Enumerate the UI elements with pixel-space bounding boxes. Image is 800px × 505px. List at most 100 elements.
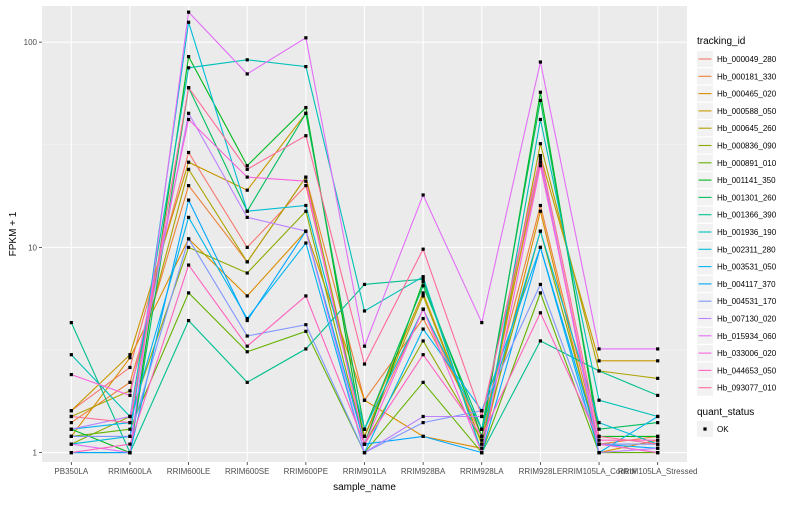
data-point [245,209,249,213]
legend-label: Hb_000181_330 [717,72,777,81]
legend-label: Hb_004531_170 [717,297,777,306]
data-point [421,316,425,321]
data-point [421,294,425,298]
data-point [597,427,601,431]
data-point [421,421,425,425]
legend-item: Hb_000465_020 [697,85,777,102]
data-point [362,309,367,313]
data-point [245,260,249,264]
data-point [480,409,484,413]
legend-item: Hb_001301_260 [697,189,777,206]
data-point [245,380,249,384]
x-tick-label: RRIM105LA_Stressed [618,467,698,476]
x-tick-label: RRIM600LE [167,467,211,476]
data-point [69,320,73,325]
data-point [304,111,308,115]
legend-label: Hb_093077_010 [717,384,777,393]
y-tick-label: 1 [33,449,38,458]
data-point [304,183,308,188]
data-point [362,282,367,287]
legend-label: Hb_001366_390 [717,211,777,220]
data-point [538,203,543,208]
data-point [656,359,660,363]
data-point [597,369,601,373]
shape-legend-item: OK [697,421,729,437]
data-point [597,442,601,446]
x-axis-title: sample_name [333,482,396,493]
data-point [245,318,249,323]
data-point [186,86,191,90]
data-point [597,421,601,425]
data-point [656,414,660,419]
legend-label: Hb_000836_090 [717,142,777,151]
data-point [245,58,249,62]
data-point [421,339,425,343]
x-tick-label: RRIM928BA [401,467,446,476]
data-point [128,421,132,425]
data-point [538,60,543,64]
data-point [245,188,249,192]
data-point [304,179,308,183]
data-point [597,398,601,402]
x-tick-label: RRIM600LA [108,467,152,476]
data-point [656,347,660,351]
data-point [480,320,484,325]
data-point [69,372,73,377]
legend-label: Hb_001936_190 [717,228,777,237]
data-point [597,347,601,351]
legend-items: Hb_000049_280 Hb_000181_330 Hb_000465_020 H… [697,51,777,396]
data-point [128,389,132,393]
y-axis-title: FPKM + 1 [8,211,19,256]
data-point [538,291,543,295]
data-point [245,344,249,348]
y-tick-label: 100 [24,38,38,47]
data-point [362,427,367,431]
data-point [421,434,425,438]
data-point [304,65,308,69]
data-point [656,376,660,380]
data-point [304,36,308,40]
data-point [186,291,191,295]
data-point [421,353,425,357]
data-point [69,414,73,419]
data-point [186,117,191,122]
data-point [362,398,367,402]
data-point [597,451,601,455]
legend-item: Hb_003531_050 [697,258,777,275]
data-point [69,409,73,413]
data-point [245,350,249,354]
data-point [538,98,543,103]
legend-item: Hb_000891_010 [697,154,777,171]
data-point [538,164,543,168]
data-point [538,90,543,94]
data-point [186,263,191,267]
legend-label: Hb_004117_370 [717,280,776,289]
data-point [186,20,191,24]
legend-item: Hb_093077_010 [697,379,777,396]
data-point [245,245,249,249]
data-point [362,344,367,348]
data-point [421,291,425,295]
data-point [128,442,132,446]
legend-item: Hb_004531_170 [697,293,777,310]
data-point [304,134,308,138]
x-axis: PB350LA RRIM600LA RRIM600LE RRIM600SE RRIM60… [54,462,697,476]
data-point [69,451,73,455]
data-point [538,209,543,213]
data-point [656,421,660,425]
x-tick-label: PB350LA [54,467,88,476]
shape-legend-title: quant_status [697,407,754,418]
data-point [480,438,484,442]
data-point [186,55,191,59]
data-point [186,215,191,219]
data-point [245,294,249,298]
data-point [128,365,132,370]
data-point [421,193,425,197]
data-point [245,271,249,275]
data-point [304,347,308,351]
legend-item: Hb_033006_020 [697,345,777,362]
data-point [362,451,367,455]
legend-item: Hb_004117_370 [697,275,776,292]
data-point [186,245,191,249]
